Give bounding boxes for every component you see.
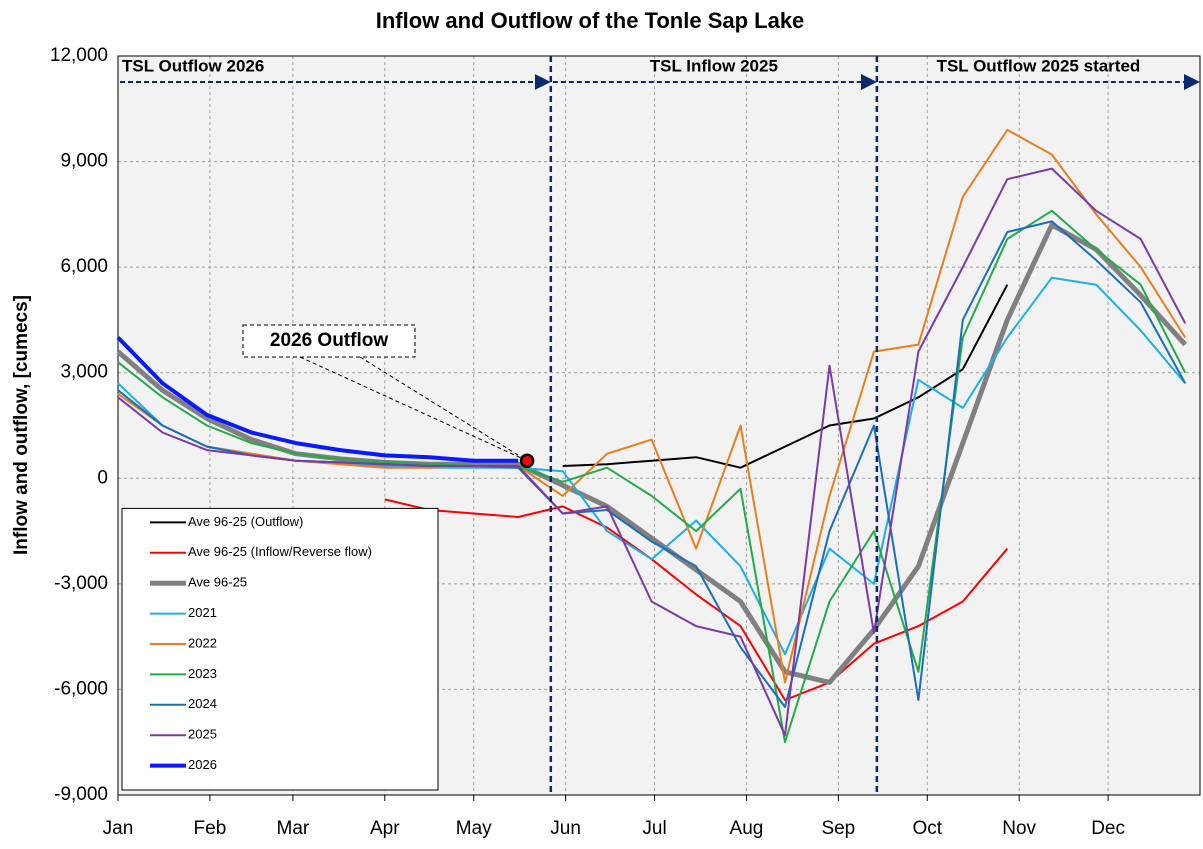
legend-label: Ave 96-25 <box>188 575 247 590</box>
x-tick-label: Nov <box>1002 818 1036 839</box>
chart-title: Inflow and Outflow of the Tonle Sap Lake <box>376 8 805 33</box>
series-line <box>384 498 1009 701</box>
x-tick-label: Apr <box>370 818 400 839</box>
y-tick-label: 6,000 <box>60 256 108 277</box>
x-tick-label: Oct <box>912 818 942 839</box>
annotation: TSL Outflow 2025 started <box>937 56 1141 75</box>
callout-box <box>242 324 416 358</box>
y-tick-label: 0 <box>97 467 108 488</box>
series-line <box>117 209 1187 744</box>
x-tick-label: Jun <box>550 818 581 839</box>
legend-label: 2021 <box>188 605 217 620</box>
y-tick-label: -6,000 <box>54 678 108 699</box>
x-tick-label: Feb <box>194 818 227 839</box>
series-line <box>117 167 1187 737</box>
legend-label: 2024 <box>188 696 217 711</box>
plot-border <box>117 55 1201 796</box>
x-tick-label: Mar <box>277 818 310 839</box>
y-tick-label: 12,000 <box>50 45 108 66</box>
x-tick-label: May <box>456 818 492 839</box>
annotation: TSL Inflow 2025 <box>650 56 778 75</box>
y-tick-label: -9,000 <box>54 784 108 805</box>
series-line <box>116 336 519 463</box>
series-line <box>562 284 1009 469</box>
y-axis-label: Inflow and outflow, [cumecs] <box>11 295 32 555</box>
legend-label: 2023 <box>188 666 217 681</box>
legend-label: 2022 <box>188 635 217 650</box>
y-tick-label: 9,000 <box>60 151 108 172</box>
x-tick-label: Sep <box>821 818 855 839</box>
legend-label: 2026 <box>188 757 217 772</box>
legend-box <box>121 507 439 791</box>
legend-label: Ave 96-25 (Inflow/Reverse flow) <box>188 544 372 559</box>
callout-point <box>519 453 535 468</box>
annotation: TSL Outflow 2026 <box>122 56 264 75</box>
y-tick-label: -3,000 <box>54 573 108 594</box>
x-tick-label: Dec <box>1091 818 1125 839</box>
callout-text: 2026 Outflow <box>270 330 388 351</box>
y-tick-label: 3,000 <box>60 362 108 383</box>
legend-label: 2025 <box>188 727 217 742</box>
legend-label: Ave 96-25 (Outflow) <box>188 514 303 529</box>
x-tick-label: Aug <box>730 818 764 839</box>
x-tick-label: Jul <box>642 818 666 839</box>
x-tick-label: Jan <box>103 818 134 839</box>
callout-leader <box>359 356 528 462</box>
